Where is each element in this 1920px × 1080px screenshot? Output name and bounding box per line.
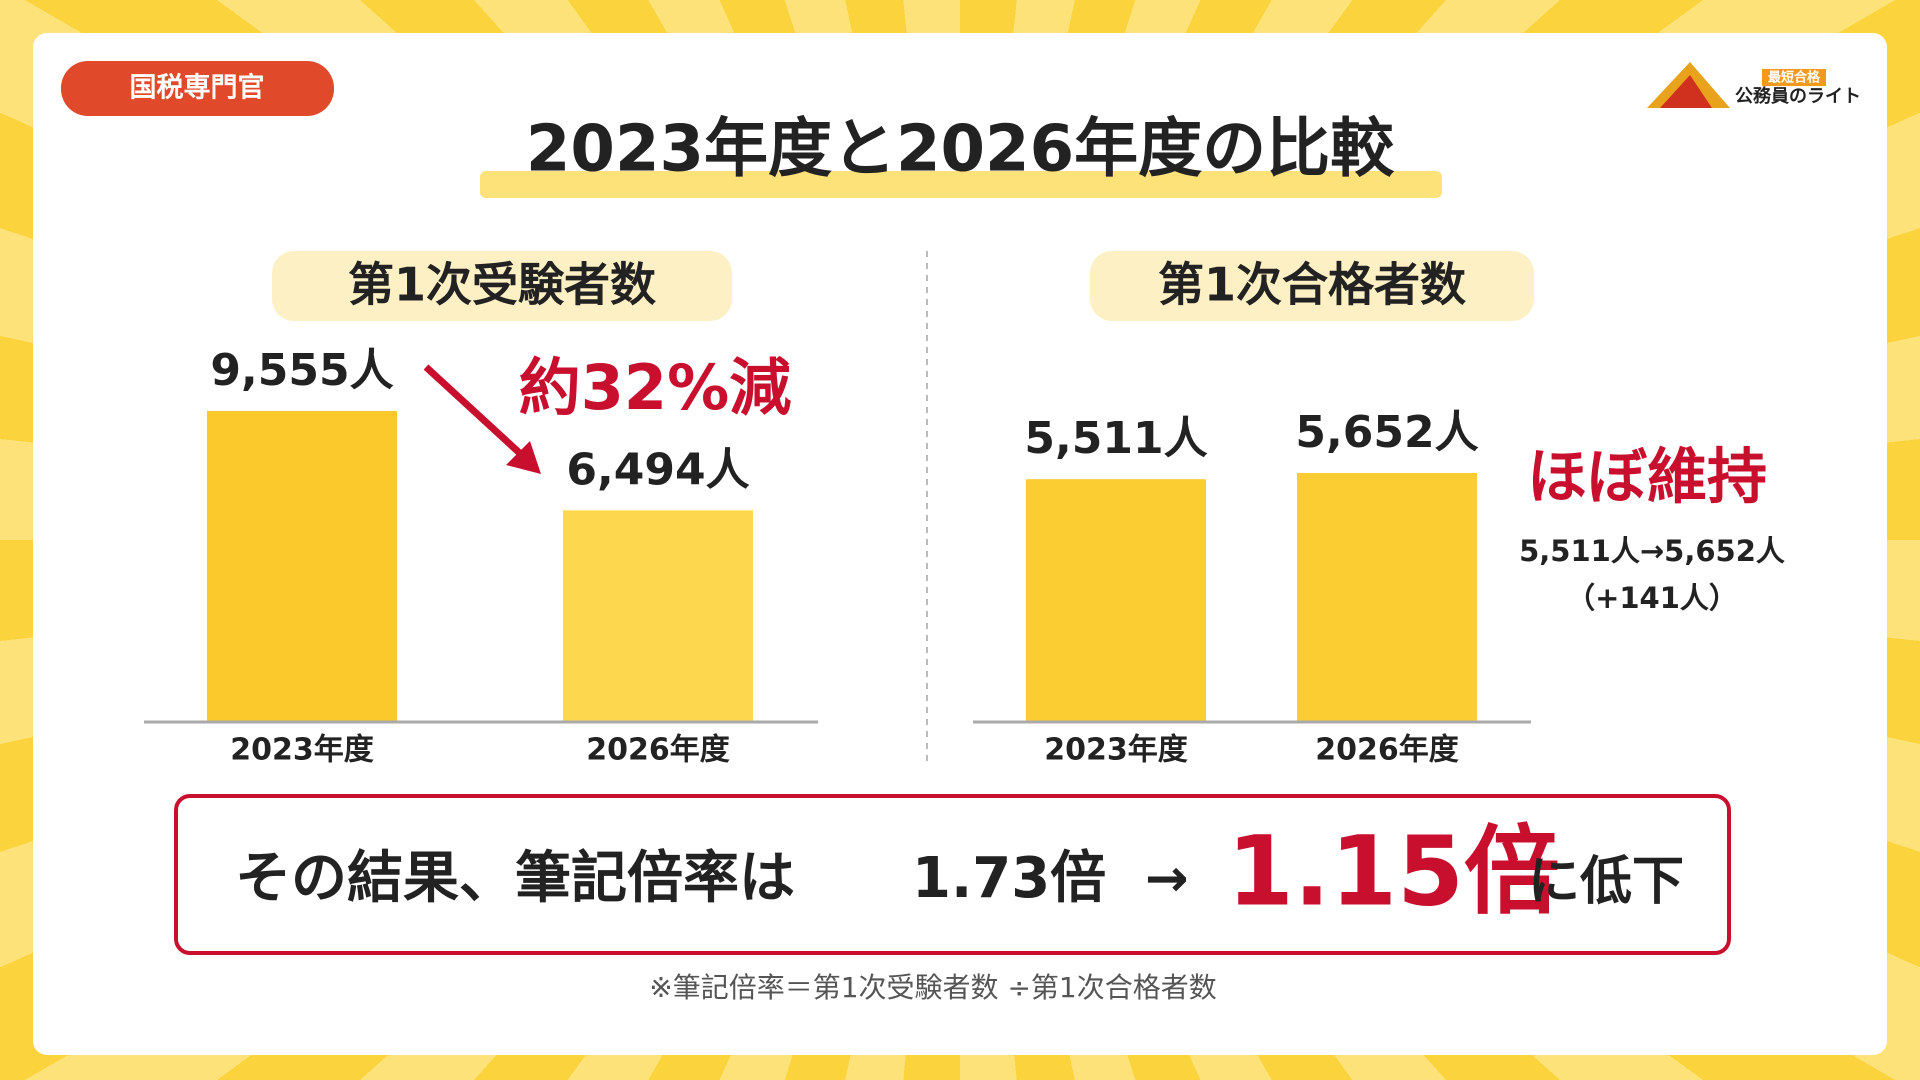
trend-arrow — [423, 364, 528, 461]
title-highlight — [480, 171, 1442, 198]
annotation-note: （+141人） — [1566, 581, 1738, 615]
value-label: 6,494人 — [566, 444, 749, 495]
summary-before: 1.73倍 — [912, 846, 1106, 911]
bar — [207, 411, 397, 721]
summary-tail: に低下 — [1528, 852, 1684, 912]
chart-title: 第1次受験者数 — [348, 258, 656, 312]
logo: 最短合格 公務員のライト — [1647, 62, 1861, 108]
annotation-note: 5,511人→5,652人 — [1519, 534, 1785, 568]
title: 2023年度と2026年度の比較 — [526, 113, 1395, 187]
summary-after: 1.15倍 — [1227, 815, 1560, 927]
value-label: 9,555人 — [210, 345, 393, 396]
subtitle-pill — [272, 251, 732, 321]
tag: 国税専門官 — [130, 72, 265, 104]
x-tick-label: 2023年度 — [230, 733, 374, 768]
x-tick-label: 2026年度 — [1315, 733, 1459, 768]
summary-arrow: → — [1145, 849, 1189, 909]
value-label: 5,652人 — [1295, 407, 1478, 458]
logo-badge-text: 最短合格 — [1768, 70, 1821, 86]
chart-title: 第1次合格者数 — [1158, 258, 1466, 312]
bar — [1297, 473, 1477, 721]
value-label: 5,511人 — [1024, 413, 1207, 464]
summary-box — [174, 794, 1731, 955]
annotation: 約32%減 — [519, 351, 791, 424]
logo-badge — [1762, 69, 1826, 86]
subtitle-pill — [1090, 251, 1534, 321]
logo-mark — [1660, 75, 1712, 108]
annotation: ほぼ維持 — [1527, 443, 1767, 513]
x-tick-label: 2026年度 — [586, 733, 730, 768]
trend-arrow-head — [506, 441, 541, 474]
bar — [1026, 479, 1206, 721]
x-tick-label: 2023年度 — [1044, 733, 1188, 768]
tag-pill — [61, 61, 334, 116]
bar — [563, 510, 753, 721]
logo-name: 公務員のライト — [1735, 85, 1861, 107]
summary-lead: その結果、筆記倍率は — [235, 846, 795, 911]
footnote: ※筆記倍率＝第1次受験者数 ÷第1次合格者数 — [649, 971, 1216, 1004]
